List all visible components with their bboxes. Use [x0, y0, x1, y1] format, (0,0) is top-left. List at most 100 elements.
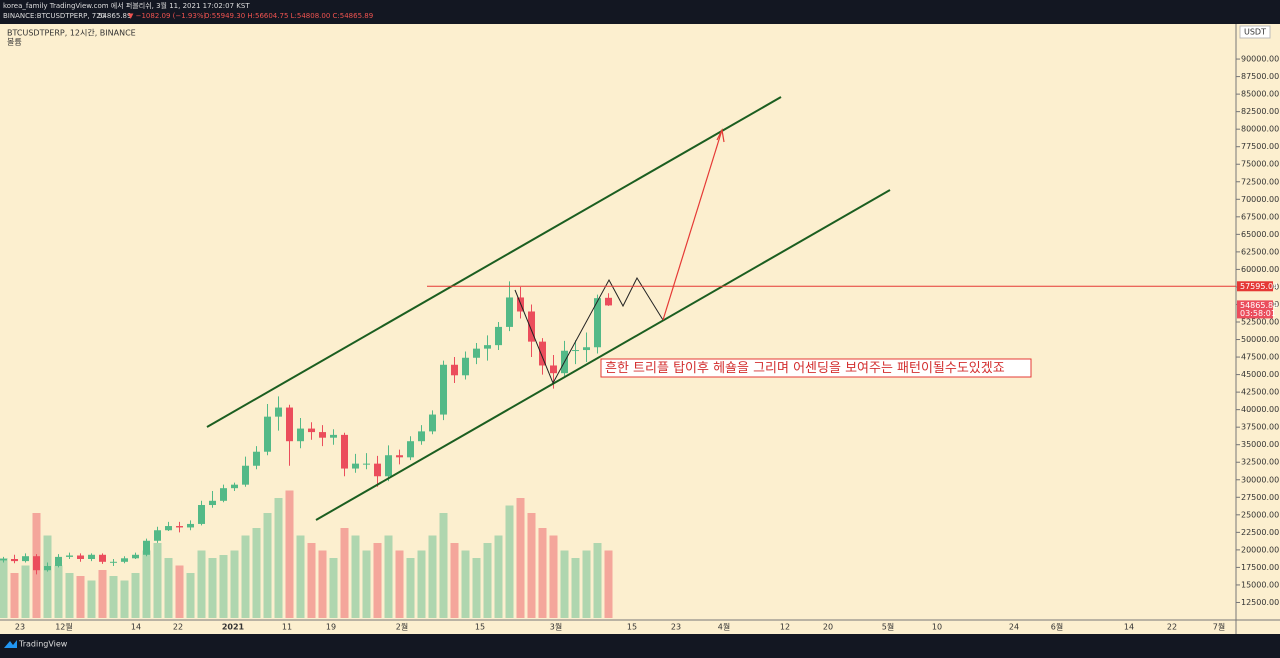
volume-bar	[494, 535, 503, 618]
x-tick-label: 5월	[882, 622, 894, 632]
volume-bar	[362, 550, 371, 618]
candle-body	[198, 505, 205, 524]
publish-info: korea_family TradingView.com 에서 퍼블리쉬, 3월…	[3, 1, 250, 10]
volume-bar	[230, 550, 239, 618]
y-tick-label: 12500.00	[1241, 598, 1279, 607]
candle-body	[66, 555, 73, 557]
candle-body	[429, 414, 436, 432]
volume-bar	[208, 558, 217, 618]
last-price-label: 54865.89	[1240, 301, 1278, 310]
candle-body	[352, 463, 359, 469]
y-tick-label: 77500.00	[1241, 142, 1279, 151]
annotation: 흔한 트리플 탑이후 헤숄을 그리며 어센딩을 보여주는 패턴이될수도있겠죠	[605, 361, 1005, 376]
projection-arrow	[716, 128, 725, 143]
x-tick-label: 15	[475, 623, 485, 632]
volume-bar	[439, 513, 448, 618]
x-tick-label: 24	[1009, 623, 1019, 632]
currency[interactable]: USDT	[1244, 28, 1266, 37]
candle-body	[330, 434, 337, 438]
x-tick-label: 14	[1124, 623, 1134, 632]
candle-body	[11, 558, 18, 562]
candle-body	[286, 407, 293, 442]
candle-body	[418, 431, 425, 442]
symbol-info: BINANCE:BTCUSDTPERP, 720	[3, 12, 105, 20]
volume-bar	[604, 550, 613, 618]
candle-body	[44, 566, 51, 571]
candle-body	[264, 416, 271, 452]
candle-body	[583, 347, 590, 351]
volume-bar	[109, 576, 118, 618]
chart-title: BTCUSDTPERP, 12시간, BINANCE	[7, 28, 136, 38]
annotation-box	[600, 358, 1032, 378]
candle-body	[473, 348, 480, 358]
x-tick-label: 12월	[55, 622, 73, 632]
candle-body	[22, 556, 29, 562]
candle-body	[308, 428, 315, 433]
y-tick-label: 37500.00	[1241, 423, 1279, 432]
countdown: 03:58:01	[1240, 309, 1276, 318]
y-tick-label: 35000.00	[1241, 440, 1279, 449]
volume-bar	[175, 565, 184, 618]
change-info: ▼ −1082.09 (−1.93%)	[128, 12, 206, 20]
volume-bar	[483, 543, 492, 618]
y-tick-label: 87500.00	[1241, 72, 1279, 81]
y-tick-label: 67500.00	[1241, 212, 1279, 221]
x-tick-label: 4월	[718, 622, 730, 632]
candle-body	[341, 434, 348, 469]
x-tick-label: 20	[823, 623, 833, 632]
candle-body	[374, 463, 381, 477]
y-tick-label: 62500.00	[1241, 247, 1279, 256]
y-tick-label: 85000.00	[1241, 90, 1279, 99]
volume-bar	[54, 565, 63, 618]
pattern-zigzag	[514, 276, 664, 385]
footer-bar	[0, 634, 1280, 654]
volume-bar	[417, 550, 426, 618]
y-tick-label: 50000.00	[1241, 335, 1279, 344]
y-tick-label: 17500.00	[1241, 563, 1279, 572]
volume-bar	[0, 558, 8, 618]
candle-body	[275, 407, 282, 417]
resistance-tag	[1237, 281, 1273, 292]
x-tick-label: 7월	[1213, 622, 1225, 632]
volume-bar	[450, 543, 459, 618]
y-tick-label: 32500.00	[1241, 458, 1279, 467]
logo	[4, 640, 17, 648]
candle-body	[407, 441, 414, 458]
candle-body	[55, 556, 62, 567]
y-tick-label: 75000.00	[1241, 160, 1279, 169]
x-tick-label: 2021	[222, 623, 245, 632]
candle-body	[253, 451, 260, 466]
volume-bar	[351, 535, 360, 618]
candle-body	[231, 484, 238, 489]
volume-bar	[373, 543, 382, 618]
y-tick-label: 27500.00	[1241, 493, 1279, 502]
candle-body	[121, 558, 128, 562]
volume-bar	[285, 490, 294, 618]
last-price-tag	[1237, 300, 1273, 319]
volume-bar	[472, 558, 481, 618]
y-tick-label: 42500.00	[1241, 388, 1279, 397]
candle-body	[88, 554, 95, 559]
currency-button[interactable]	[1239, 25, 1271, 39]
volume-bar	[252, 528, 261, 618]
x-tick-label: 3월	[550, 622, 562, 632]
volume-bar	[406, 558, 415, 618]
candle-body	[451, 364, 458, 376]
candle-body	[154, 530, 161, 541]
candle-body	[110, 561, 117, 563]
y-tick-label: 25000.00	[1241, 510, 1279, 519]
y-tick-label: 72500.00	[1241, 177, 1279, 186]
ohlc-info: O:55949.30 H:56604.75 L:54808.00 C:54865…	[204, 12, 373, 20]
volume-bar	[384, 535, 393, 618]
volume-bar	[43, 535, 52, 618]
volume-bar	[461, 550, 470, 618]
volume-bar	[307, 543, 316, 618]
candle-body	[363, 463, 370, 465]
volume-bar	[593, 543, 602, 618]
candle-body	[605, 297, 612, 306]
candle-body	[77, 555, 84, 559]
x-tick-label: 23	[15, 623, 25, 632]
x-tick-label: 22	[1167, 623, 1177, 632]
y-tick-label: 65000.00	[1241, 230, 1279, 239]
